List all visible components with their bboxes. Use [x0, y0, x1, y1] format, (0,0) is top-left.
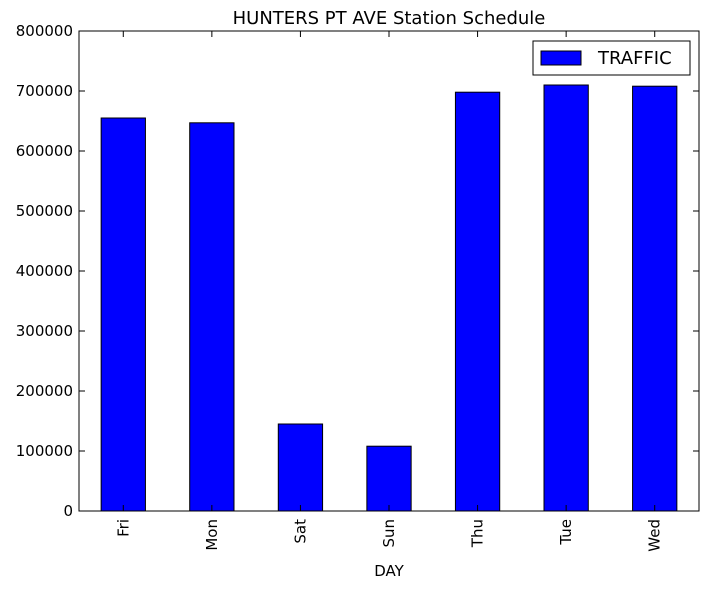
x-tick-label: Tue	[557, 519, 575, 546]
bar-fri	[100, 117, 146, 512]
bar-tue	[543, 84, 589, 512]
bar-sat	[277, 423, 324, 512]
x-tick-label: Mon	[203, 519, 221, 551]
bar-wed	[632, 85, 678, 512]
y-tick-label: 800000	[16, 22, 73, 40]
y-tick-label: 200000	[16, 382, 73, 400]
y-tick-label: 700000	[16, 82, 73, 100]
y-tick-label: 400000	[16, 262, 73, 280]
x-tick-label: Fri	[114, 519, 132, 537]
plot-area: 0 100000 200000 300000 400000 500000 600000 700…	[16, 22, 700, 552]
legend-label: TRAFFIC	[597, 48, 672, 69]
y-tick-label: 500000	[16, 202, 73, 220]
x-axis-label: DAY	[374, 562, 404, 580]
y-tick-label: 0	[63, 502, 73, 520]
y-axis-ticks: 0 100000 200000 300000 400000 500000 600000 700…	[16, 22, 699, 520]
bar-thu	[454, 91, 501, 512]
bar-sun	[366, 445, 412, 512]
chart-title: HUNTERS PT AVE Station Schedule	[233, 8, 546, 29]
x-axis-ticks: Fri Mon Sat Sun Thu Tue Wed	[114, 31, 664, 552]
x-tick-label: Wed	[646, 519, 664, 552]
x-tick-label: Sun	[380, 519, 398, 548]
legend-swatch	[540, 50, 582, 66]
legend: TRAFFIC	[532, 40, 691, 76]
bars	[100, 84, 678, 512]
x-tick-label: Thu	[469, 519, 487, 548]
y-tick-label: 600000	[16, 142, 73, 160]
x-tick-label: Sat	[291, 519, 309, 544]
bar-mon	[189, 122, 235, 512]
y-tick-label: 100000	[16, 442, 73, 460]
plot-background	[79, 31, 699, 511]
y-tick-label: 300000	[16, 322, 73, 340]
